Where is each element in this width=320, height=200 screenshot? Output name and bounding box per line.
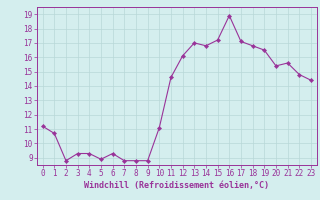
X-axis label: Windchill (Refroidissement éolien,°C): Windchill (Refroidissement éolien,°C) bbox=[84, 181, 269, 190]
